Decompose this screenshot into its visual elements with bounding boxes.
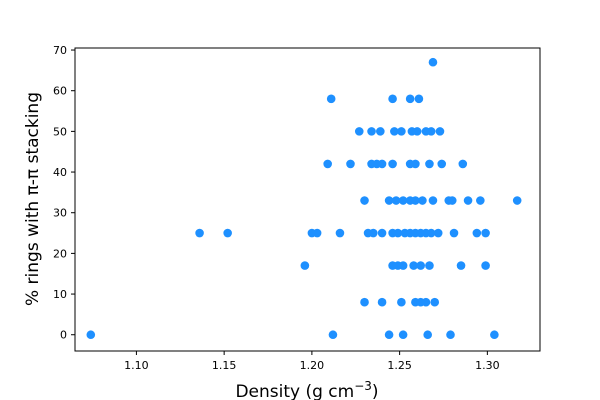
y-axis-label: % rings with π-π stacking [23,92,43,306]
data-point [428,196,438,205]
data-point [384,196,394,205]
data-point [354,127,364,136]
data-point [397,127,406,136]
data-point [418,196,427,205]
data-point [476,196,485,205]
data-point [425,159,434,169]
data-point [391,196,401,205]
y-tick-label: 50 [53,125,67,138]
data-point [458,159,468,169]
data-point [411,159,420,169]
data-point [360,297,369,307]
y-tick-label: 10 [53,288,67,301]
ticks-layer: 1.10 1.15 1.20 1.25 1.30 0 10 20 30 40 50 60 70 [53,44,500,372]
data-point [398,330,408,340]
data-point [446,330,455,340]
y-tick-label: 30 [53,207,67,220]
data-point [428,57,438,67]
data-point [456,261,466,270]
data-point [411,196,420,205]
data-point [449,228,459,238]
data-point [360,196,369,205]
data-point [384,330,394,340]
data-point [423,330,432,340]
data-point [390,127,399,136]
data-point [409,261,418,270]
data-point [421,297,431,307]
x-tick-label: 1.20 [300,359,325,372]
data-point [412,127,422,136]
data-point [377,159,387,169]
data-point [435,127,445,136]
data-point [437,159,447,169]
x-tick-label: 1.30 [475,359,500,372]
data-point [377,297,387,307]
plot-frame [74,47,541,352]
data-point [512,196,522,205]
y-tick-label: 0 [60,329,67,342]
x-axis-label: Density (g cm−3) [235,379,378,400]
data-point [447,196,457,205]
data-point [376,127,385,136]
data-point [86,330,96,340]
data-point [369,228,378,238]
data-point [335,228,345,238]
data-point [481,228,490,238]
points-layer [86,57,522,340]
data-point [397,297,406,307]
data-point [388,94,397,104]
data-point [300,261,310,270]
data-point [405,94,415,104]
x-axis-label-superscript: −3 [354,379,372,393]
data-point [326,94,336,104]
data-point [463,196,473,205]
data-point [367,127,376,136]
data-point [426,127,436,136]
data-point [416,261,425,270]
data-point [490,330,499,340]
data-point [472,228,482,238]
data-point [195,228,204,238]
x-tick-label: 1.15 [212,359,237,372]
y-tick-label: 70 [53,44,67,57]
data-point [430,297,440,307]
data-point [388,159,397,169]
data-point [426,228,436,238]
x-axis-label-main: Density (g cm [235,382,354,400]
data-point [377,228,387,238]
data-point [393,228,403,238]
data-point [425,261,434,270]
data-point [346,159,355,169]
data-point [398,196,408,205]
y-tick-label: 40 [53,166,67,179]
data-point [323,159,332,169]
data-point [328,330,338,340]
data-point [481,261,490,270]
data-point [398,261,408,270]
data-point [312,228,322,238]
y-tick-label: 60 [53,85,67,98]
data-point [223,228,232,238]
y-tick-label: 20 [53,247,67,260]
data-point [433,228,443,238]
x-tick-label: 1.10 [124,359,149,372]
data-point [414,94,424,104]
x-axis-label-suffix: ) [372,382,379,400]
x-tick-label: 1.25 [387,359,412,372]
